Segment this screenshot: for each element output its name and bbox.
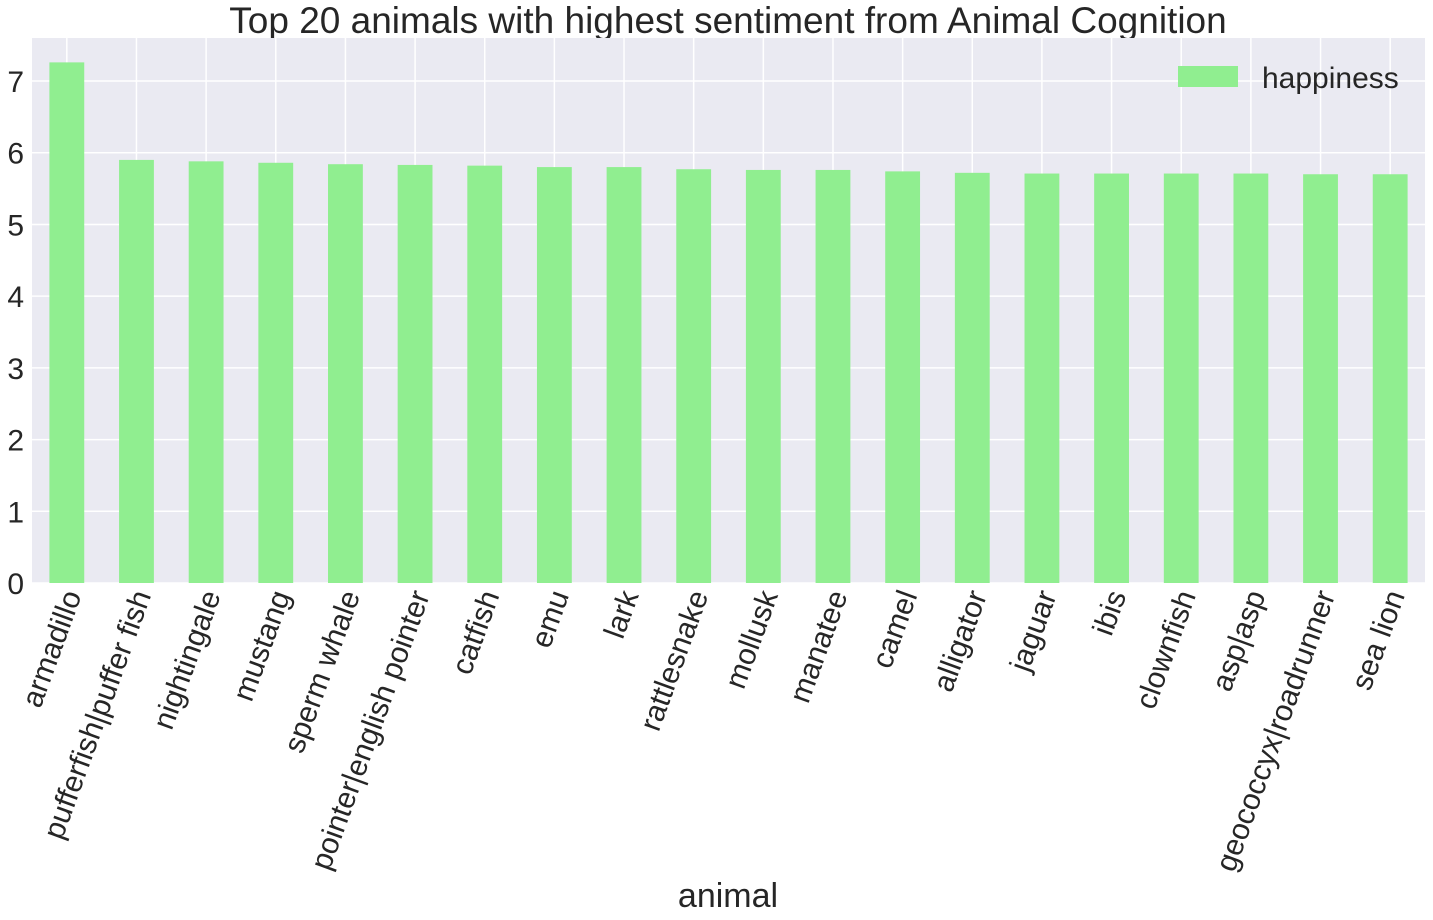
y-tick-label: 1 [7, 496, 24, 529]
bar-camel [885, 171, 921, 583]
chart-title: Top 20 animals with highest sentiment fr… [229, 0, 1226, 41]
bar-clownfish [1163, 173, 1199, 583]
bar-jaguar [1024, 173, 1060, 583]
x-tick-label: mollusk [719, 585, 785, 693]
y-tick-label: 6 [7, 138, 24, 171]
bar-rattlesnake [676, 169, 712, 583]
legend: happiness [1178, 62, 1399, 95]
x-tick-label: rattlesnake [634, 586, 715, 735]
bar-mustang [258, 162, 294, 584]
bar-armadillo [49, 62, 85, 583]
x-tick-label: mustang [227, 586, 297, 705]
x-tick-label: catfish [446, 586, 507, 679]
x-tick-label: alligator [927, 586, 994, 696]
bar-geococcyx-roadrunner [1303, 174, 1338, 583]
y-tick-label: 0 [7, 568, 24, 601]
x-tick-label: emu [525, 586, 576, 652]
bar-lark [606, 167, 642, 583]
y-tick-label: 3 [7, 353, 24, 386]
bar-manatee [815, 169, 851, 583]
plot-area [32, 38, 1425, 583]
bar-sperm-whale [328, 164, 363, 584]
bar-ibis [1094, 173, 1129, 583]
bar-alligator [954, 172, 990, 583]
bar-sea-lion [1372, 174, 1408, 583]
x-tick-label: jaguar [1004, 586, 1064, 677]
legend-swatch [1178, 66, 1238, 87]
bar-mollusk [745, 169, 781, 583]
x-tick-label: armadillo [16, 586, 89, 712]
x-tick-label: camel [866, 586, 924, 672]
bar-catfish [467, 165, 503, 584]
x-axis-label: animal [678, 877, 778, 915]
x-tick-label: ibis [1087, 586, 1133, 640]
x-tick-label: clownfish [1130, 586, 1203, 713]
bar-pointer-english-pointer [397, 164, 433, 584]
bar-asp-asp [1233, 173, 1269, 583]
y-tick-label: 5 [7, 209, 24, 242]
x-tick-label: lark [598, 585, 646, 643]
x-tick-label: sea lion [1345, 586, 1411, 694]
y-tick-label: 4 [7, 281, 24, 314]
x-tick-label: manatee [784, 586, 855, 707]
y-tick-label: 7 [7, 66, 24, 99]
y-axis-ticks: 0 1 2 3 4 5 6 7 [7, 66, 24, 601]
bar-nightingale [188, 161, 224, 583]
bar-pufferfish-puffer-fish [119, 159, 154, 583]
x-tick-label: asp|asp [1206, 586, 1273, 696]
y-tick-label: 2 [7, 425, 24, 458]
bar-emu [536, 167, 572, 583]
bars [49, 62, 1408, 584]
x-tick-label: nightingale [147, 586, 228, 734]
legend-label-happiness: happiness [1262, 62, 1399, 95]
